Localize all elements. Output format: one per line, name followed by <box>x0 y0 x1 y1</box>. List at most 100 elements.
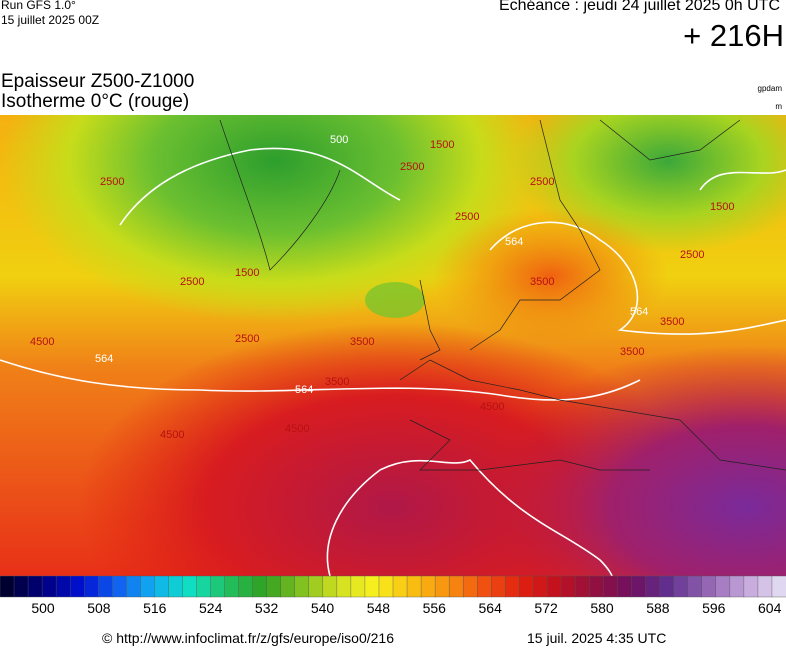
contour-label: 500 <box>330 134 348 146</box>
colorbar-swatch <box>645 575 661 598</box>
colorbar-swatch <box>126 575 142 598</box>
colorbar-swatch <box>505 575 521 598</box>
colorbar-swatch <box>210 575 226 598</box>
contour-label: 3500 <box>350 336 374 348</box>
colorbar-swatch <box>575 575 591 598</box>
colorbar-swatch <box>701 575 717 598</box>
colorbar-label: 516 <box>143 600 167 616</box>
colorbar-label: 572 <box>534 600 558 616</box>
colorbar-swatch <box>448 575 464 598</box>
contour-label: 2500 <box>400 161 424 173</box>
colorbar-label: 596 <box>702 600 726 616</box>
unit: gpdam <box>757 84 782 93</box>
colorbar-swatch <box>98 575 113 598</box>
colorbar-swatch <box>547 575 563 598</box>
colorbar-swatch <box>378 575 394 598</box>
contour-label: 564 <box>95 353 113 365</box>
legend-subtitle: Isotherme 0°C (rouge) <box>1 91 190 112</box>
colorbar-swatch <box>561 575 577 598</box>
colorbar-swatch <box>617 575 633 598</box>
colorbar-label: 540 <box>311 600 335 616</box>
colorbar-label: 524 <box>199 600 223 616</box>
colorbar-swatch <box>0 575 15 598</box>
colorbar-swatch <box>491 575 506 598</box>
contour-label: 2500 <box>100 176 124 188</box>
colorbar-swatch <box>41 575 57 598</box>
contour-label: 3500 <box>530 276 554 288</box>
colorbar-swatch <box>533 575 549 598</box>
colorbar-swatch <box>112 575 128 598</box>
colorbar-swatch <box>252 575 268 598</box>
colorbar-swatch <box>140 575 156 598</box>
unit: m <box>775 102 782 111</box>
colorbar-label: 500 <box>31 600 55 616</box>
colorbar-swatch <box>519 575 535 598</box>
contour-label: 564 <box>630 306 648 318</box>
colorbar-swatch <box>308 575 324 598</box>
contour-label: 2500 <box>455 211 479 223</box>
colorbar-swatch <box>182 575 198 598</box>
colorbar-swatch <box>729 575 745 598</box>
colorbar-swatch <box>757 575 773 598</box>
contour-label: 3500 <box>325 376 349 388</box>
colorbar-label: 604 <box>758 600 782 616</box>
contour-label: 564 <box>505 236 523 248</box>
lead-time: + 216H <box>683 18 784 53</box>
colorbar-swatch <box>743 575 759 598</box>
contour-label: 2500 <box>530 176 554 188</box>
colorbar-label: 588 <box>646 600 670 616</box>
contour-label: 4500 <box>30 336 54 348</box>
colorbar-swatch <box>196 575 212 598</box>
contour-label: 1500 <box>235 267 259 279</box>
colorbar-swatch <box>13 575 29 598</box>
colorbar-label: 548 <box>367 600 391 616</box>
colorbar-swatch <box>55 575 71 598</box>
colorbar-swatch <box>224 575 240 598</box>
valid-time: Echéance : jeudi 24 juillet 2025 0h UTC <box>498 0 780 14</box>
run-date: 15 juillet 2025 00Z <box>1 13 100 27</box>
colorbar-swatch <box>406 575 422 598</box>
contour-label: 4500 <box>160 429 184 441</box>
contour-label: 4500 <box>285 423 309 435</box>
colorbar-swatch <box>84 575 99 598</box>
colorbar-swatch <box>238 575 254 598</box>
colorbar-swatch <box>631 575 647 598</box>
contour-label: 3500 <box>660 316 684 328</box>
colorbar-swatch <box>154 575 170 598</box>
colorbar-swatch <box>392 575 408 598</box>
colorbar-swatch <box>477 575 492 598</box>
colorbar-swatch <box>715 575 731 598</box>
colorbar-swatch <box>280 575 296 598</box>
colorbar-swatch <box>336 575 352 598</box>
colorbar-label: 564 <box>479 600 503 616</box>
contour-label: 4500 <box>480 401 504 413</box>
contour-label: 3500 <box>620 346 644 358</box>
colorbar-label: 532 <box>255 600 279 616</box>
contour-label: 1500 <box>710 201 734 213</box>
contour-label: 1500 <box>430 139 454 151</box>
legend-title: Epaisseur Z500-Z1000 <box>1 71 195 92</box>
contour-label: 2500 <box>680 249 704 261</box>
colorbar-swatch <box>69 575 85 598</box>
colorbar-swatch <box>434 575 450 598</box>
run: Run GFS 1.0° <box>1 0 76 12</box>
colorbar-swatch <box>673 575 689 598</box>
source-url: © http://www.infoclimat.fr/z/gfs/europe/… <box>102 630 395 646</box>
colorbar-swatch <box>462 575 478 598</box>
colorbar-swatch <box>168 575 184 598</box>
colorbar-swatch <box>420 575 436 598</box>
colorbar-swatch <box>266 575 282 598</box>
colorbar-swatch <box>603 575 619 598</box>
colorbar-label: 580 <box>590 600 614 616</box>
colorbar-swatch <box>589 575 605 598</box>
colorbar-swatch <box>364 575 380 598</box>
colorbar-swatch <box>322 575 338 598</box>
colorbar-swatch <box>350 575 366 598</box>
colorbar-swatch <box>294 575 310 598</box>
colorbar-swatch <box>659 575 675 598</box>
timestamp: 15 juil. 2025 4:35 UTC <box>527 630 667 646</box>
colorbar-label: 556 <box>423 600 447 616</box>
contour-label: 2500 <box>235 333 259 345</box>
